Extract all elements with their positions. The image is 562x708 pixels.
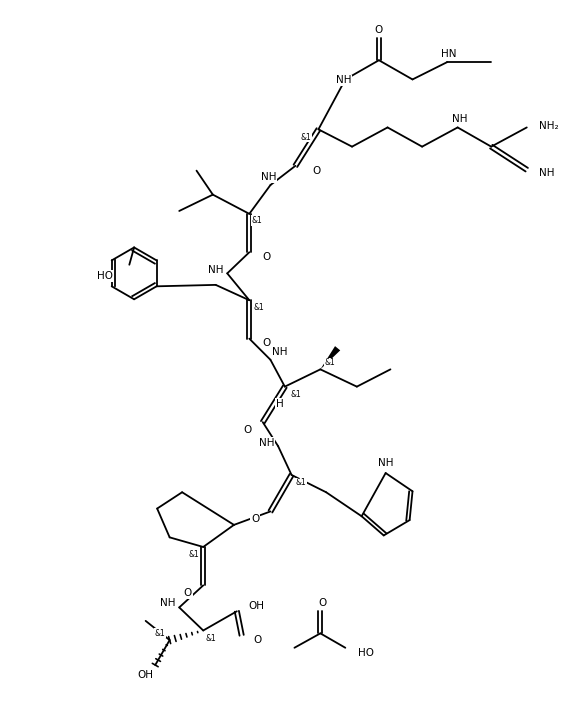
Text: O: O (184, 588, 192, 598)
Text: &1: &1 (296, 478, 306, 487)
Text: HO: HO (97, 271, 113, 281)
Polygon shape (320, 346, 340, 370)
Text: H: H (276, 399, 284, 409)
Text: NH: NH (160, 598, 175, 607)
Text: O: O (312, 166, 321, 176)
Text: O: O (318, 598, 327, 607)
Text: O: O (243, 425, 252, 435)
Text: O: O (375, 25, 383, 35)
Text: NH: NH (540, 168, 555, 178)
Text: NH: NH (273, 347, 288, 357)
Text: HN: HN (441, 49, 457, 59)
Text: &1: &1 (301, 132, 311, 142)
Text: &1: &1 (325, 358, 336, 367)
Text: O: O (262, 252, 271, 262)
Text: NH₂: NH₂ (540, 120, 559, 130)
Text: O: O (262, 338, 271, 348)
Text: OH: OH (248, 602, 264, 612)
Text: NH: NH (261, 172, 277, 183)
Text: HO: HO (358, 648, 374, 658)
Text: &1: &1 (253, 304, 264, 312)
Text: &1: &1 (252, 216, 262, 225)
Text: O: O (254, 635, 262, 645)
Text: &1: &1 (188, 550, 199, 559)
Text: &1: &1 (155, 629, 165, 638)
Text: NH: NH (259, 438, 274, 448)
Text: &1: &1 (206, 634, 216, 643)
Text: NH: NH (378, 459, 393, 469)
Text: NH: NH (336, 75, 351, 86)
Text: NH: NH (452, 114, 468, 124)
Text: NH: NH (208, 266, 224, 275)
Text: &1: &1 (290, 390, 301, 399)
Text: O: O (251, 514, 259, 524)
Text: OH: OH (138, 670, 153, 680)
